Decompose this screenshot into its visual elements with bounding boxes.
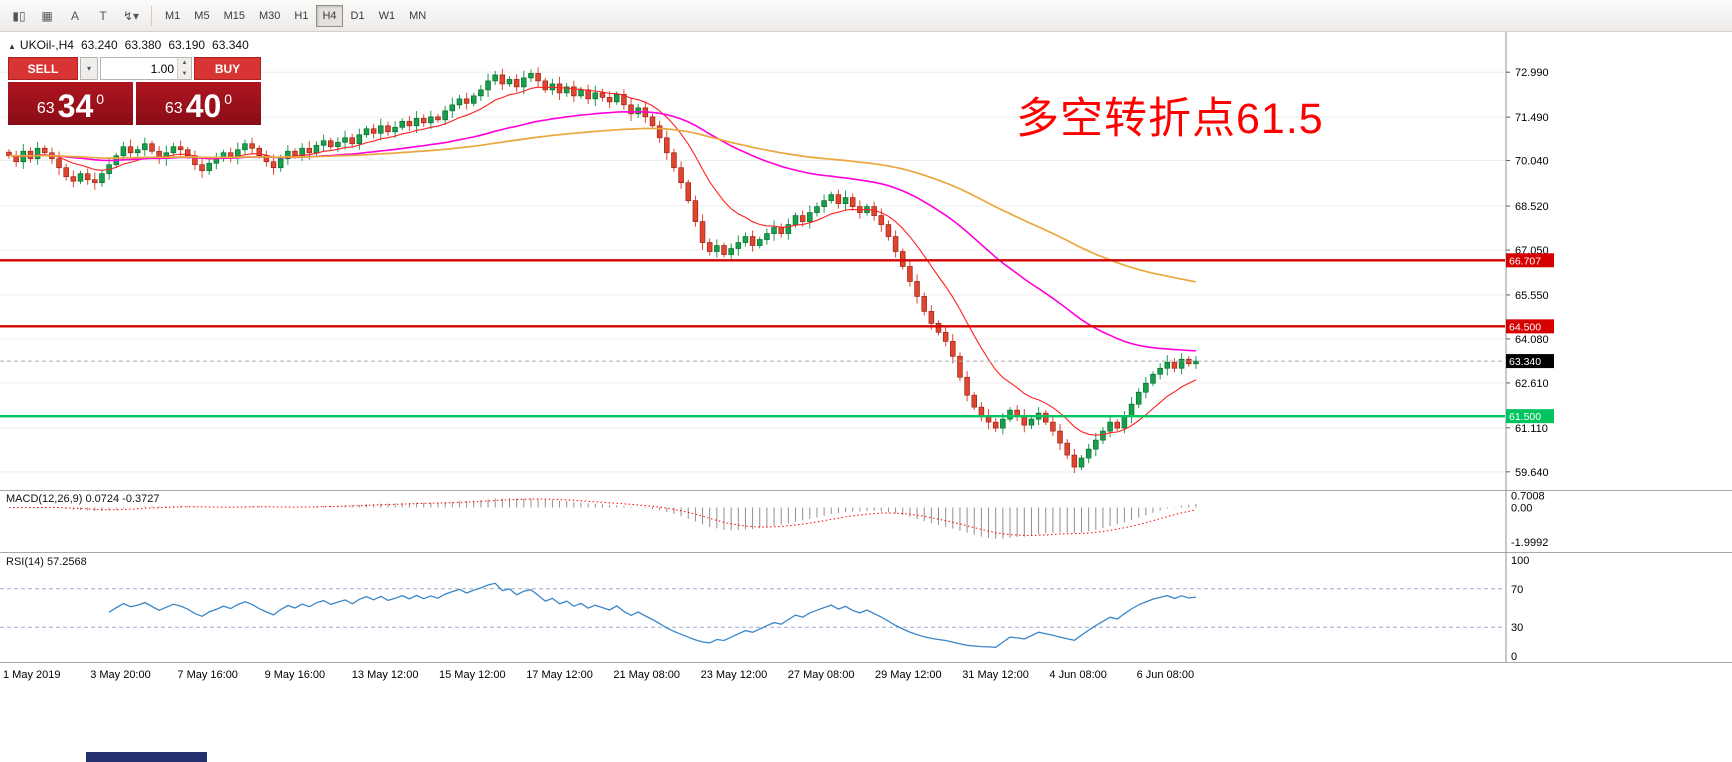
- svg-text:30: 30: [1511, 622, 1523, 634]
- toolbar: ▮▯ ▦ A T ↯▾ M1 M5 M15 M30 H1 H4 D1 W1 MN: [0, 0, 1732, 32]
- timeframe-toolbar: M1 M5 M15 M30 H1 H4 D1 W1 MN: [159, 4, 432, 27]
- time-label: 15 May 12:00: [439, 669, 506, 681]
- text-tool-icon[interactable]: T: [90, 4, 116, 28]
- time-label: 29 May 12:00: [875, 669, 942, 681]
- svg-text:0.00: 0.00: [1511, 503, 1532, 515]
- svg-text:70: 70: [1511, 584, 1523, 596]
- macd-title: MACD(12,26,9) 0.0724 -0.3727: [6, 493, 160, 505]
- volume-spinner: ▲ ▼: [177, 58, 191, 79]
- svg-text:100: 100: [1511, 555, 1529, 567]
- grid-icon[interactable]: ▦: [34, 4, 60, 28]
- collapse-icon[interactable]: ▲: [8, 42, 16, 51]
- volume-field: ▲ ▼: [100, 57, 192, 80]
- time-label: 21 May 08:00: [613, 669, 681, 681]
- sell-price-pips: 34: [57, 87, 94, 124]
- ohlc-close: 63.340: [212, 38, 249, 52]
- candlestick-chart-icon[interactable]: ▮▯: [6, 4, 32, 28]
- svg-text:70.040: 70.040: [1515, 156, 1549, 168]
- rsi-title: RSI(14) 57.2568: [6, 556, 87, 568]
- time-label: 6 Jun 08:00: [1136, 669, 1195, 681]
- level-label-66.707: 66.707: [1509, 255, 1541, 267]
- level-label-64.500: 64.500: [1509, 321, 1541, 333]
- svg-text:72.990: 72.990: [1515, 67, 1549, 79]
- ohlc-high: 63.380: [124, 38, 162, 52]
- timeframe-w1[interactable]: W1: [373, 5, 402, 27]
- taskbar-fragment: [86, 752, 207, 762]
- one-click-trading-widget: SELL ▾ ▲ ▼ BUY 63 34 0 63 40 0: [8, 57, 261, 125]
- time-label: 17 May 12:00: [526, 669, 593, 681]
- time-axis[interactable]: 1 May 2019 3 May 20:00 7 May 16:00 9 May 16…: [0, 662, 1732, 688]
- time-label: 13 May 12:00: [351, 669, 419, 681]
- buy-price-main: 63: [164, 100, 183, 117]
- sell-price-frac: 0: [96, 91, 105, 107]
- svg-text:65.550: 65.550: [1515, 290, 1549, 302]
- svg-text:0: 0: [1511, 651, 1517, 662]
- svg-text:67.050: 67.050: [1515, 245, 1549, 257]
- time-label: 31 May 12:00: [962, 669, 1029, 681]
- buy-price-box[interactable]: 63 40 0: [136, 82, 261, 125]
- timeframe-m15[interactable]: M15: [218, 5, 251, 27]
- timeframe-mn[interactable]: MN: [403, 5, 432, 27]
- svg-text:71.490: 71.490: [1515, 112, 1549, 124]
- medium-ma-line[interactable]: [8, 110, 1196, 352]
- volume-input[interactable]: [101, 58, 177, 79]
- rsi-indicator-panel[interactable]: 100 70 30 0: [0, 552, 1732, 662]
- time-label: 23 May 12:00: [700, 669, 768, 681]
- text-label-icon[interactable]: A: [62, 4, 88, 28]
- sell-price-main: 63: [36, 100, 55, 117]
- volume-dropdown-button[interactable]: ▾: [80, 57, 98, 80]
- time-label: 7 May 16:00: [177, 669, 238, 681]
- timeframe-m1[interactable]: M1: [159, 5, 186, 27]
- time-label: 9 May 16:00: [264, 669, 326, 681]
- timeframe-d1[interactable]: D1: [345, 5, 371, 27]
- toolbar-separator: [151, 5, 152, 26]
- chart-annotation-text: 多空转折点61.5: [1016, 95, 1324, 143]
- rsi-line: [108, 582, 1196, 648]
- ohlc-low: 63.190: [168, 38, 206, 52]
- price-scale: 72.990 71.490 70.040 68.520 67.050 65.550 64.0…: [1506, 67, 1549, 479]
- level-label-61.500: 61.500: [1509, 411, 1541, 423]
- buy-button[interactable]: BUY: [194, 57, 261, 80]
- macd-histogram: [15, 498, 1197, 539]
- toolbar-icons: ▮▯ ▦ A T ↯▾: [6, 4, 144, 28]
- buy-price-pips: 40: [185, 87, 222, 124]
- current-price-label: 63.340: [1509, 356, 1541, 368]
- time-label: 4 Jun 08:00: [1049, 669, 1107, 681]
- timeframe-h4[interactable]: H4: [316, 4, 343, 27]
- sell-price-box[interactable]: 63 34 0: [8, 82, 133, 125]
- svg-text:64.080: 64.080: [1515, 334, 1549, 346]
- volume-down-button[interactable]: ▼: [178, 68, 191, 79]
- time-label: 3 May 20:00: [90, 669, 151, 681]
- line-studies-icon[interactable]: ↯▾: [118, 4, 144, 28]
- svg-text:59.640: 59.640: [1515, 467, 1549, 479]
- chart-header: ▲ UKOil-,H4 63.240 63.380 63.190 63.340: [8, 38, 256, 52]
- main-price-chart[interactable]: 72.990 71.490 70.040 68.520 67.050 65.550 64.0…: [0, 32, 1732, 490]
- time-label: 1 May 2019: [3, 669, 61, 681]
- svg-text:62.610: 62.610: [1515, 378, 1549, 390]
- timeframe-m30[interactable]: M30: [253, 5, 286, 27]
- sell-button[interactable]: SELL: [8, 57, 78, 80]
- svg-text:-1.9992: -1.9992: [1511, 537, 1548, 549]
- svg-text:61.110: 61.110: [1515, 423, 1548, 435]
- ohlc-open: 63.240: [80, 38, 118, 52]
- svg-text:0.7008: 0.7008: [1511, 490, 1545, 502]
- volume-up-button[interactable]: ▲: [178, 58, 191, 69]
- slow-ma-line[interactable]: [8, 127, 1197, 283]
- svg-text:68.520: 68.520: [1515, 201, 1549, 213]
- timeframe-h1[interactable]: H1: [288, 5, 314, 27]
- time-label: 27 May 08:00: [787, 669, 855, 681]
- timeframe-m5[interactable]: M5: [188, 5, 215, 27]
- symbol-period-label: UKOil-,H4: [19, 38, 74, 52]
- buy-price-frac: 0: [224, 91, 233, 107]
